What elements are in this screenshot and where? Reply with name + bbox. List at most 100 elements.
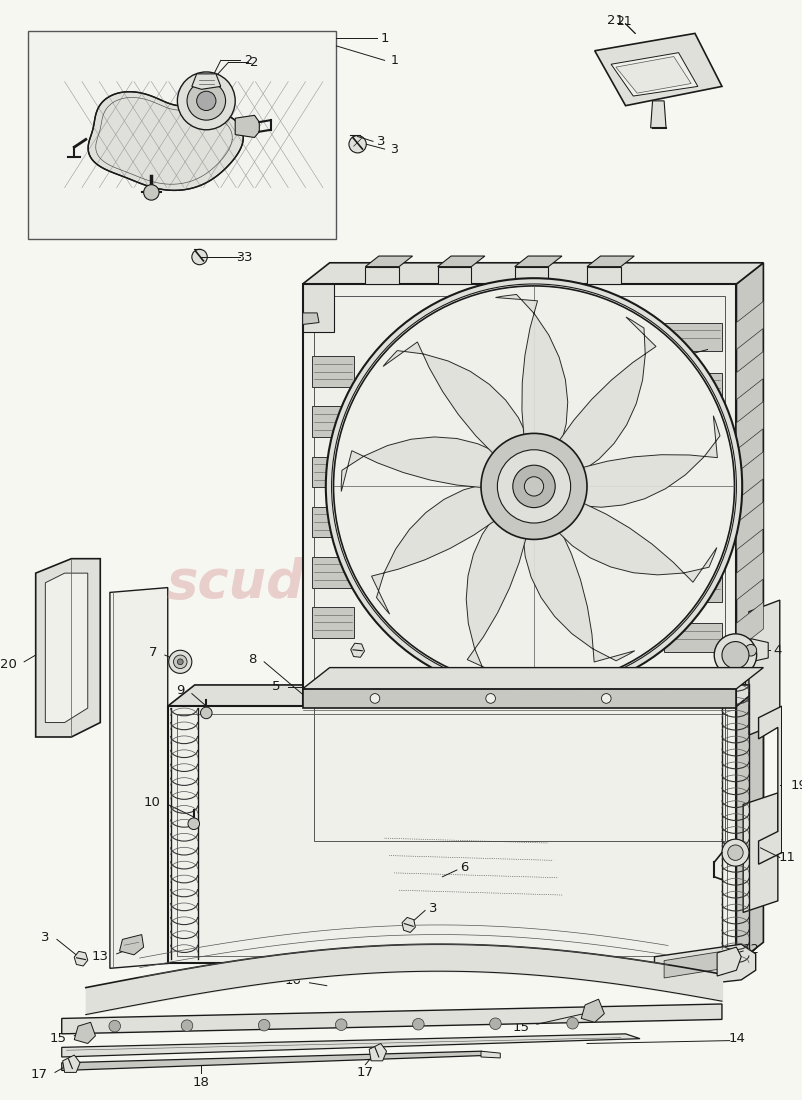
Text: 17: 17 xyxy=(30,1068,47,1081)
Polygon shape xyxy=(664,322,722,352)
Text: 13: 13 xyxy=(92,950,109,964)
Circle shape xyxy=(722,641,749,669)
Text: 9: 9 xyxy=(176,684,184,697)
Circle shape xyxy=(481,433,587,539)
Text: 2: 2 xyxy=(250,56,259,69)
Polygon shape xyxy=(312,406,354,437)
Polygon shape xyxy=(664,949,736,978)
Polygon shape xyxy=(736,452,764,499)
Polygon shape xyxy=(192,74,221,89)
Polygon shape xyxy=(664,373,722,402)
Polygon shape xyxy=(664,673,722,702)
Text: 4: 4 xyxy=(774,644,782,657)
Polygon shape xyxy=(557,503,717,582)
Text: 3: 3 xyxy=(391,143,398,155)
Polygon shape xyxy=(515,256,562,266)
Polygon shape xyxy=(616,56,691,94)
Polygon shape xyxy=(654,944,755,990)
Polygon shape xyxy=(312,456,354,487)
Text: 3: 3 xyxy=(41,931,49,944)
Polygon shape xyxy=(369,1044,387,1060)
Polygon shape xyxy=(119,935,144,955)
Polygon shape xyxy=(371,484,496,614)
Polygon shape xyxy=(75,952,87,966)
Text: 10: 10 xyxy=(144,796,160,808)
Polygon shape xyxy=(664,522,722,552)
Polygon shape xyxy=(587,256,634,266)
Circle shape xyxy=(486,694,496,703)
Polygon shape xyxy=(736,352,764,399)
Circle shape xyxy=(602,694,611,703)
Polygon shape xyxy=(736,301,764,350)
Polygon shape xyxy=(438,256,485,266)
Polygon shape xyxy=(75,1022,95,1044)
Polygon shape xyxy=(302,284,736,852)
Text: 3: 3 xyxy=(244,251,252,264)
Polygon shape xyxy=(664,573,722,602)
Polygon shape xyxy=(664,422,722,452)
Polygon shape xyxy=(302,284,334,332)
Text: scuderia: scuderia xyxy=(166,557,419,608)
Circle shape xyxy=(349,135,367,153)
Text: 1: 1 xyxy=(391,54,398,67)
Circle shape xyxy=(144,185,159,200)
Polygon shape xyxy=(523,529,634,662)
Polygon shape xyxy=(515,266,549,284)
Polygon shape xyxy=(743,793,778,912)
Polygon shape xyxy=(62,1052,496,1070)
Polygon shape xyxy=(46,573,87,723)
Polygon shape xyxy=(466,517,527,678)
Polygon shape xyxy=(302,312,319,324)
Polygon shape xyxy=(736,685,764,964)
Polygon shape xyxy=(736,602,764,650)
Polygon shape xyxy=(383,342,528,455)
Polygon shape xyxy=(595,33,722,106)
Circle shape xyxy=(715,634,756,676)
Circle shape xyxy=(187,81,225,120)
Circle shape xyxy=(412,1019,424,1030)
Polygon shape xyxy=(88,91,243,190)
Circle shape xyxy=(722,839,749,866)
Polygon shape xyxy=(312,507,354,538)
Circle shape xyxy=(745,645,756,656)
Circle shape xyxy=(326,278,742,694)
Polygon shape xyxy=(664,473,722,502)
Circle shape xyxy=(200,707,212,718)
Polygon shape xyxy=(558,317,656,472)
Circle shape xyxy=(258,1020,270,1031)
Polygon shape xyxy=(168,685,764,706)
Polygon shape xyxy=(63,1055,80,1072)
Polygon shape xyxy=(664,624,722,652)
Polygon shape xyxy=(235,116,259,138)
Polygon shape xyxy=(312,607,354,638)
Text: 20: 20 xyxy=(0,658,16,671)
Text: 21: 21 xyxy=(616,15,631,29)
Text: 2: 2 xyxy=(244,54,252,67)
Circle shape xyxy=(168,650,192,673)
Polygon shape xyxy=(581,416,720,507)
Text: p a r t s: p a r t s xyxy=(339,624,430,648)
Text: 17: 17 xyxy=(357,1066,374,1079)
Circle shape xyxy=(335,1019,347,1031)
Polygon shape xyxy=(481,1052,500,1058)
Polygon shape xyxy=(611,53,698,96)
Text: 6: 6 xyxy=(460,860,469,873)
Circle shape xyxy=(173,656,187,669)
Circle shape xyxy=(196,91,216,110)
Circle shape xyxy=(512,465,555,507)
Polygon shape xyxy=(438,266,472,284)
Text: 1: 1 xyxy=(380,32,389,45)
Circle shape xyxy=(181,1020,192,1032)
Circle shape xyxy=(371,694,380,703)
Polygon shape xyxy=(168,706,736,964)
Polygon shape xyxy=(759,706,782,865)
Polygon shape xyxy=(496,295,568,444)
Polygon shape xyxy=(726,670,745,684)
Text: 3: 3 xyxy=(376,135,385,147)
Polygon shape xyxy=(717,947,741,976)
Text: 7: 7 xyxy=(148,646,157,659)
Polygon shape xyxy=(302,668,764,689)
Polygon shape xyxy=(302,689,736,708)
Polygon shape xyxy=(62,1004,722,1034)
Polygon shape xyxy=(402,917,415,933)
